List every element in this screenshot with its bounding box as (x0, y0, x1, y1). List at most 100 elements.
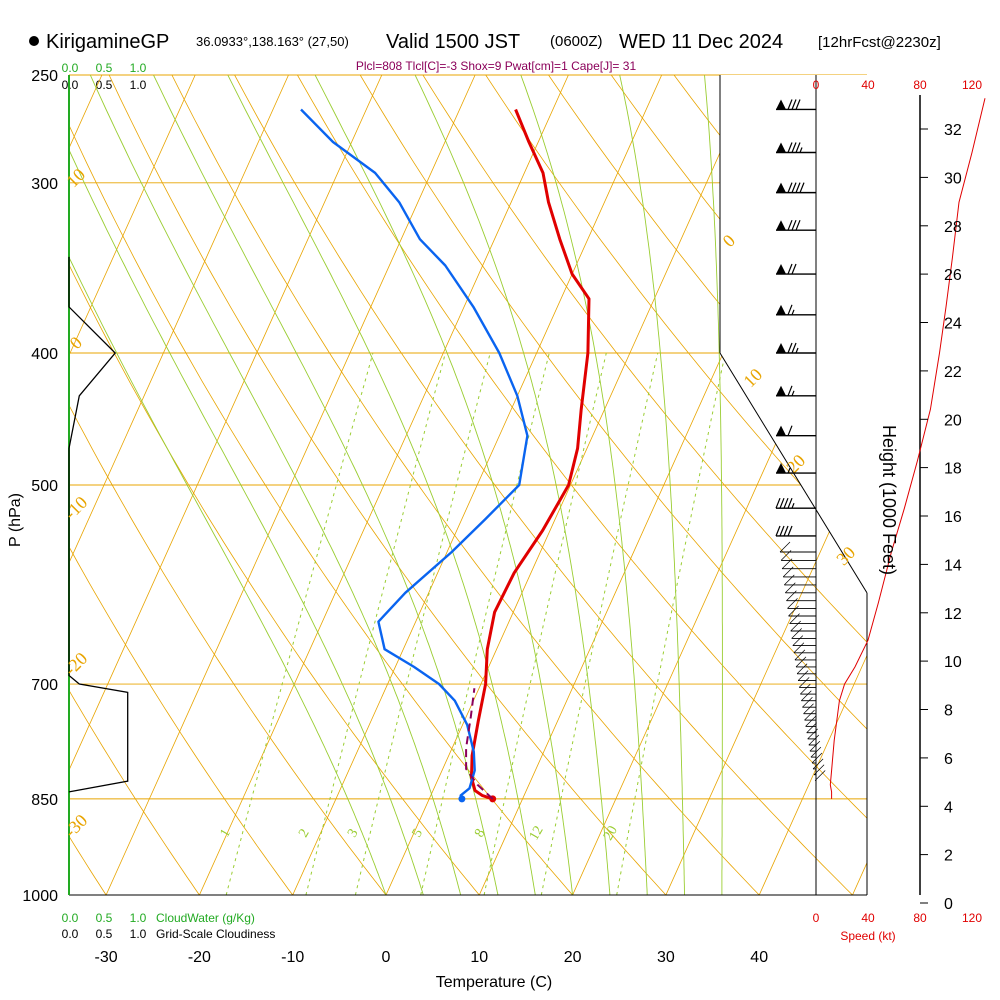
pressure-tick-label: 300 (31, 176, 58, 193)
pressure-tick-label: 700 (31, 677, 58, 694)
cloudiness-tick: 1.0 (130, 927, 147, 941)
wind-barb (776, 425, 816, 437)
cloudiness-scale-top: 0.0 0.5 1.0 (62, 78, 147, 92)
dry-adiabat (485, 75, 867, 558)
temperature-tick-label: -30 (95, 949, 118, 966)
cloudiness-tick: 0.0 (62, 78, 79, 92)
cloudwater-tick: 1.0 (130, 911, 147, 925)
pressure-tick-label: 850 (31, 792, 58, 809)
height-tick-label: 24 (944, 316, 962, 333)
moist-adiabat (89, 75, 462, 895)
mixing-ratio-line (420, 352, 550, 895)
mixing-ratio-line (616, 352, 726, 895)
height-tick-label: 16 (944, 509, 962, 526)
dry-adiabat (171, 75, 760, 895)
temperature-tick-label: 10 (470, 949, 488, 966)
dewpoint-surface-point (458, 795, 466, 803)
temperature-tick-label: 0 (382, 949, 391, 966)
pressure-tick-label: 500 (31, 478, 58, 495)
mixing-ratio-line (540, 352, 659, 895)
wind-barb (775, 497, 816, 509)
isotherm-line (292, 75, 663, 895)
cloudwater-scale-top: 0.0 0.5 1.0 (62, 61, 147, 75)
dry-adiabat (69, 545, 294, 895)
wind-barb (776, 304, 816, 316)
temperature-tick-label: 40 (750, 949, 768, 966)
isotherm-line (105, 75, 476, 895)
mixing-ratio-label: 20 (601, 824, 621, 844)
dry-adiabat (108, 75, 667, 895)
dewpoint-profile (300, 108, 529, 800)
dry-adiabat-label: 10 (62, 164, 89, 191)
cloudiness-tick: 0.5 (96, 927, 113, 941)
height-tick-label: 4 (944, 799, 953, 816)
moist-adiabat (314, 75, 574, 895)
wind-barb-fan (779, 541, 826, 781)
valid-date: WED 11 Dec 2024 (619, 31, 783, 53)
mixing-ratio-label: 2 (296, 827, 312, 841)
height-tick-label: 10 (944, 654, 962, 671)
wind-barb (776, 263, 816, 275)
wind-barb (776, 99, 816, 111)
temperature-tick-label: -10 (281, 949, 304, 966)
cloudiness-profile (68, 256, 129, 793)
isotherm-line (69, 75, 383, 772)
moist-adiabat (414, 75, 611, 895)
speed-tick-bottom: 80 (913, 911, 927, 925)
cloudiness-tick: 0.0 (62, 927, 79, 941)
height-tick-label: 12 (944, 606, 962, 623)
dry-adiabat-label: -20 (60, 648, 91, 679)
pressure-tick-label: 1000 (22, 888, 58, 905)
height-tick-label: 22 (944, 364, 962, 381)
height-tick-label: 2 (944, 848, 953, 865)
station-name: KirigamineGP (46, 31, 169, 53)
speed-tick-bottom: 0 (813, 911, 820, 925)
moist-adiabat (227, 75, 536, 895)
temperature-profile (470, 108, 591, 801)
moist-adiabat (153, 75, 499, 895)
parcel-profile (465, 688, 494, 800)
height-tick-label: 8 (944, 703, 953, 720)
moist-adiabat (619, 75, 686, 895)
temperature-tick-label: 30 (657, 949, 675, 966)
dry-adiabat (69, 263, 480, 895)
wind-speed-profile (829, 98, 986, 799)
y-axis-title: P (hPa) (7, 493, 24, 547)
speed-tick-top: 0 (813, 78, 820, 92)
height-tick-label: 14 (944, 557, 962, 574)
cloudwater-tick: 0.0 (62, 61, 79, 75)
forecast-info: [12hrFcst@2230z] (818, 34, 941, 51)
dry-adiabat (359, 75, 867, 730)
mixing-ratio-lines (225, 352, 726, 895)
mixing-ratio-label: 3 (345, 827, 361, 841)
mixing-ratio-label: 12 (527, 824, 547, 844)
height-axis-title: Height (1000 Feet) (879, 425, 899, 575)
isotherm-line (0, 75, 9, 895)
valid-time: Valid 1500 JST (386, 31, 520, 53)
cloudiness-tick: 1.0 (130, 78, 147, 92)
isotherm-line (69, 75, 289, 564)
cloudwater-tick: 0.5 (96, 61, 113, 75)
pressure-tick-label: 250 (31, 68, 58, 85)
panel-background (720, 75, 1000, 895)
cloudwater-label: CloudWater (g/Kg) (156, 911, 255, 925)
height-tick-label: 6 (944, 751, 953, 768)
dry-adiabat (69, 124, 573, 895)
wind-barb (776, 463, 816, 474)
mixing-ratio-line (354, 352, 491, 895)
wind-barb (775, 525, 816, 537)
cloudwater-scale-bottom: 0.0 0.5 1.0 CloudWater (g/Kg) (62, 911, 255, 925)
temperature-tick-label: 20 (564, 949, 582, 966)
height-tick-label: 28 (944, 219, 962, 236)
temperature-tick-label: -20 (188, 949, 211, 966)
isotherm-line (758, 654, 867, 895)
wind-barb (776, 182, 816, 194)
speed-tick-bottom: 40 (861, 911, 875, 925)
plot-cover (720, 75, 1000, 895)
mixing-ratio-label: 1 (217, 827, 233, 841)
station-coords: 36.0933°,138.163° (27,50) (196, 34, 349, 49)
wind-barbs (775, 99, 826, 781)
speed-axis-title: Speed (kt) (840, 929, 895, 943)
